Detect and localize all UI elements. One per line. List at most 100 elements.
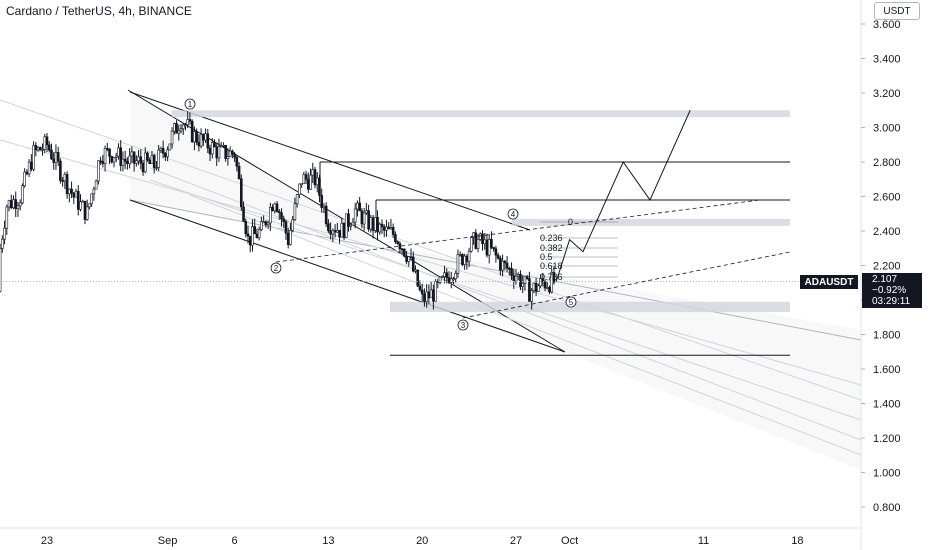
candle-body [110,155,114,163]
fib-label: 0.618 [540,261,563,271]
candle-body [391,227,395,235]
candle-body [342,223,346,238]
candle-body [409,256,413,258]
x-axis[interactable]: 23 Sep 6 13 20 27 Oct 11 18 [41,535,804,547]
support-zone [390,301,790,313]
candle-body [396,241,399,244]
candle-body [248,235,252,246]
candle-body [543,281,547,289]
candle-body [85,206,89,220]
candle-body [21,185,24,204]
channel-lower-line [129,199,566,353]
candle-body [467,250,471,262]
candle-body [465,255,469,262]
candle-body [418,285,422,291]
candle-body [429,289,433,299]
candle-body [519,274,522,287]
candle-body [456,254,460,274]
candle-body [177,130,181,134]
candle-body [322,205,326,208]
candle-body [360,210,364,225]
candle-body [97,160,100,182]
channel-inner-line [189,194,862,456]
candle-body [126,161,129,165]
candle-body [373,217,377,231]
candle-body [385,226,388,231]
x-tick-label: 13 [322,535,334,547]
candle-body [150,155,154,165]
candle-body [273,203,277,212]
wave-label: 5 [569,298,574,307]
candle-body [425,291,428,302]
candle-body [449,278,453,283]
channel-fill [130,90,861,470]
candle-body [534,282,538,292]
candle-body [159,147,163,151]
fib-label: 0.5 [540,252,553,262]
candle-body [483,239,487,245]
candle-body [246,233,250,237]
candle-body [318,177,321,196]
wave-marker [507,208,519,220]
candle-body [38,147,42,151]
wave-label: 2 [274,264,279,273]
candle-body [143,152,147,173]
candle-body [416,269,420,287]
x-tick-label: 23 [41,535,53,547]
candle-body [327,223,330,232]
candle-body [16,205,20,209]
x-tick-label: 18 [791,535,803,547]
candle-body [148,159,152,165]
candle-body [114,155,118,158]
candle-body [293,203,297,220]
price-change: −0.92% [872,285,907,296]
candle-body [362,212,366,225]
currency-badge[interactable]: USDT [874,2,920,20]
candle-body [494,248,498,256]
candle-body [382,226,386,231]
candle-body [108,148,111,157]
candle-body [123,158,127,162]
y-tick-label: 2.800 [873,157,901,169]
candle-body [76,190,80,210]
candle-body [490,239,493,248]
candle-body [240,178,243,208]
candle-body [548,287,551,293]
candle-body [525,276,529,279]
candle-body [213,142,216,148]
candle-body [1,238,4,249]
candle-body [210,142,214,155]
fib-label: 0.236 [540,233,563,243]
trend-dashed-upper [275,199,761,263]
candle-body [9,200,13,209]
candle-body [112,157,116,163]
candle-body [181,124,185,129]
x-tick-label: 27 [510,535,522,547]
candle-body [119,147,122,166]
candle-body [291,219,294,231]
candle-body [423,293,426,302]
y-tick-label: 1.600 [873,364,901,376]
support-zone [172,110,790,118]
candle-body [512,275,516,282]
y-axis[interactable]: 3.600 3.400 3.200 3.000 2.800 2.600 2.400 2.200… [861,19,901,514]
candle-body [523,276,527,284]
candle-body [266,222,270,226]
candle-body [199,134,203,147]
candle-body [27,161,31,175]
candle-body [344,213,348,238]
candle-body [403,248,406,257]
candle-body [7,200,11,208]
candle-body [516,274,520,277]
candle-body [376,217,379,233]
candle-body [70,188,73,194]
candle-body [505,262,509,269]
candle-body [411,256,415,272]
candle-body [52,158,56,163]
candle-body [152,155,156,169]
candle-body [487,239,491,256]
candle-body [25,171,29,175]
candle-body [309,174,312,190]
